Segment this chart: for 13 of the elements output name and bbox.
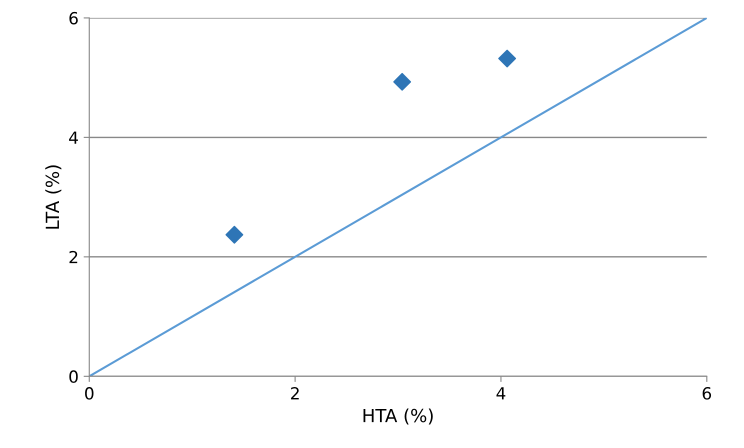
y-tick-label: 4 <box>69 132 78 144</box>
x-tick-label: 2 <box>291 387 299 400</box>
point <box>393 72 412 91</box>
point <box>225 226 244 244</box>
x-tick-label: 6 <box>702 387 712 400</box>
y-tick-label: 2 <box>69 250 78 264</box>
y-tick-label: 6 <box>69 12 78 24</box>
x-tick-label: 0 <box>85 387 94 400</box>
point <box>498 50 516 68</box>
y-axis-title: LTA (%) <box>45 165 62 229</box>
x-axis-title: HTA (%) <box>364 408 433 425</box>
x-tick-label: 4 <box>496 387 506 400</box>
y-tick-label: 0 <box>69 370 78 383</box>
